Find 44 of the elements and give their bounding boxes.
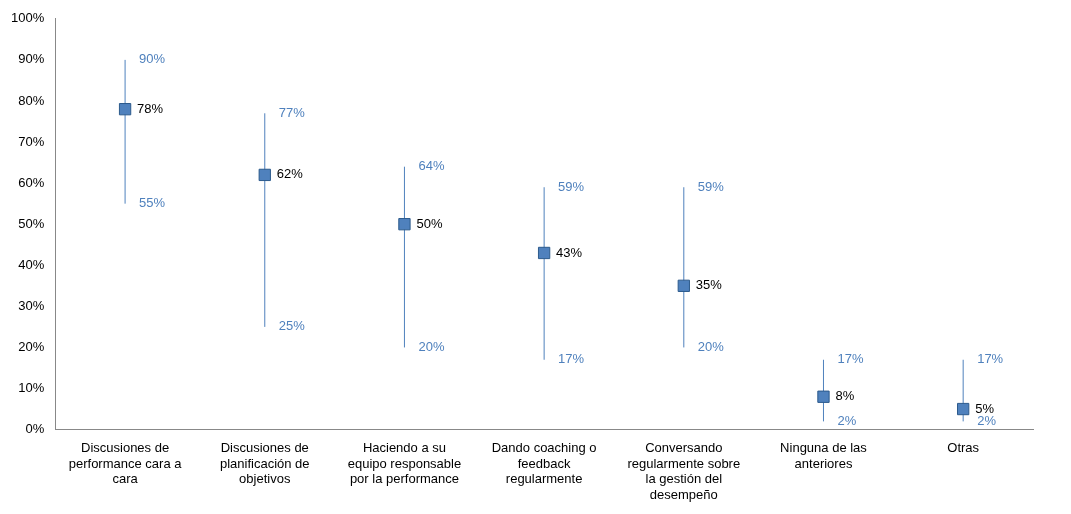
y-tick-label: 30% xyxy=(18,297,45,313)
annotation: 17% xyxy=(837,351,864,367)
x-tick-label: Discusiones de planificación de objetivos xyxy=(219,439,310,487)
annotation: 17% xyxy=(558,351,585,367)
annotation: 20% xyxy=(418,339,445,355)
data-label: 8% xyxy=(835,388,855,404)
y-tick-label: 20% xyxy=(18,339,45,355)
annotation: 77% xyxy=(278,104,306,120)
point xyxy=(398,218,411,231)
data-label: 78% xyxy=(137,100,164,116)
data-label: 35% xyxy=(695,277,723,293)
y-tick-label: 10% xyxy=(18,380,45,396)
y-tick-label: 60% xyxy=(18,174,45,190)
y-tick-label: 50% xyxy=(18,215,45,231)
annotation: 90% xyxy=(139,51,166,67)
y-tick-label: 70% xyxy=(18,133,45,149)
x-tick-label: Ninguna de las anteriores xyxy=(780,439,868,471)
point xyxy=(817,390,830,403)
annotation: 64% xyxy=(418,158,445,174)
x-tick-label: Haciendo a su equipo responsable por la performance xyxy=(347,439,462,487)
y-tick-label: 0% xyxy=(25,421,45,437)
data-label: 43% xyxy=(556,244,583,260)
y-tick-label: 90% xyxy=(18,51,45,67)
annotation: 20% xyxy=(697,339,725,355)
x-tick-label: Otras xyxy=(947,439,980,455)
x-tick-label: Conversando regularmente sobre la gestión del desempeño xyxy=(627,439,741,502)
point xyxy=(677,279,690,292)
y-tick-label: 80% xyxy=(18,92,45,108)
point xyxy=(537,246,551,260)
x-tick-label: Discusiones de performance cara a cara xyxy=(68,439,183,487)
x-tick-label: Dando coaching o feedback regularmente xyxy=(491,439,597,487)
annotation: 2% xyxy=(837,412,857,428)
point xyxy=(258,168,271,182)
point xyxy=(957,402,970,416)
data-label: 62% xyxy=(276,166,304,182)
annotation: 59% xyxy=(558,178,585,194)
annotation: 25% xyxy=(278,318,306,334)
annotation: 59% xyxy=(697,178,725,194)
annotation: 55% xyxy=(139,195,166,211)
data-label: 50% xyxy=(416,215,443,231)
y-tick-label: 40% xyxy=(18,256,45,272)
annotation: 17% xyxy=(977,351,1004,367)
y-tick-label: 100% xyxy=(11,10,45,26)
point xyxy=(118,103,132,116)
